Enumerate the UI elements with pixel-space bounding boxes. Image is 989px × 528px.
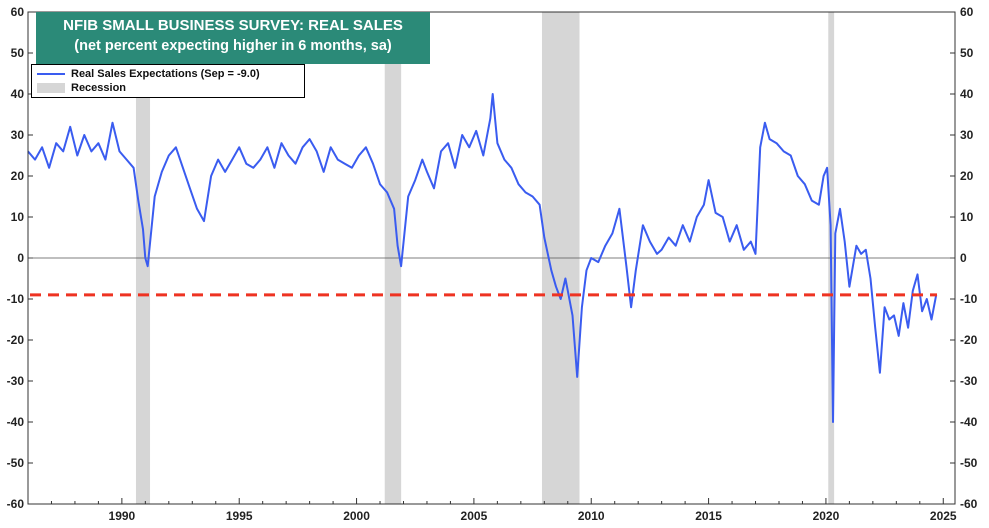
x-tick-label-2020: 2020 [813, 509, 840, 523]
y-tick-label-right: -40 [960, 415, 978, 429]
y-tick-label-right: -20 [960, 333, 978, 347]
x-tick-label-2015: 2015 [695, 509, 722, 523]
y-tick-label-left: 50 [11, 46, 25, 60]
y-tick-label-right: 60 [960, 5, 974, 19]
y-tick-label-left: 60 [11, 5, 25, 19]
legend: Real Sales Expectations (Sep = -9.0) Rec… [31, 64, 305, 98]
y-tick-label-left: 40 [11, 87, 25, 101]
legend-recession-swatch [37, 83, 65, 93]
legend-recession-label: Recession [71, 82, 127, 94]
y-tick-label-left: -30 [7, 374, 25, 388]
y-tick-label-right: 10 [960, 210, 974, 224]
y-tick-label-right: -50 [960, 456, 978, 470]
y-tick-label-right: -60 [960, 497, 978, 511]
y-tick-label-right: 40 [960, 87, 974, 101]
legend-item-series: Real Sales Expectations (Sep = -9.0) [37, 67, 260, 81]
y-tick-label-left: -40 [7, 415, 25, 429]
x-tick-label-2010: 2010 [578, 509, 605, 523]
y-tick-label-right: -10 [960, 292, 978, 306]
x-tick-label-2025: 2025 [930, 509, 957, 523]
x-tick-label-1990: 1990 [109, 509, 136, 523]
y-axis-ticks: 60 60 50 50 40 40 30 30 20 20 10 10 0 0 -10 -10 -20 -20 -3… [7, 5, 978, 511]
y-tick-label-right: -30 [960, 374, 978, 388]
legend-series-label: Real Sales Expectations (Sep = -9.0) [71, 68, 260, 80]
y-tick-label-left: 10 [11, 210, 25, 224]
y-tick-label-left: -20 [7, 333, 25, 347]
y-tick-label-right: 0 [960, 251, 967, 265]
series-line-real-sales [27, 93, 938, 423]
legend-item-recession: Recession [37, 81, 126, 95]
legend-line-swatch [37, 73, 65, 75]
plot-frame [27, 11, 956, 505]
y-tick-label-left: 30 [11, 128, 25, 142]
y-tick-label-left: -60 [7, 497, 25, 511]
y-tick-label-left: -50 [7, 456, 25, 470]
y-tick-label-right: 20 [960, 169, 974, 183]
x-tick-label-2000: 2000 [343, 509, 370, 523]
y-tick-label-right: 50 [960, 46, 974, 60]
chart-subtitle: (net percent expecting higher in 6 month… [74, 38, 392, 54]
chart-title-box: NFIB SMALL BUSINESS SURVEY: REAL SALES (… [36, 12, 430, 64]
y-tick-label-left: 20 [11, 169, 25, 183]
chart-title: NFIB SMALL BUSINESS SURVEY: REAL SALES [63, 17, 403, 34]
y-tick-label-left: 0 [17, 251, 24, 265]
x-axis-ticks: 1990 1995 2000 2005 2010 2015 2020 2025 [27, 498, 957, 523]
x-tick-label-1995: 1995 [226, 509, 253, 523]
y-tick-label-left: -10 [7, 292, 25, 306]
y-tick-label-right: 30 [960, 128, 974, 142]
x-tick-label-2005: 2005 [461, 509, 488, 523]
